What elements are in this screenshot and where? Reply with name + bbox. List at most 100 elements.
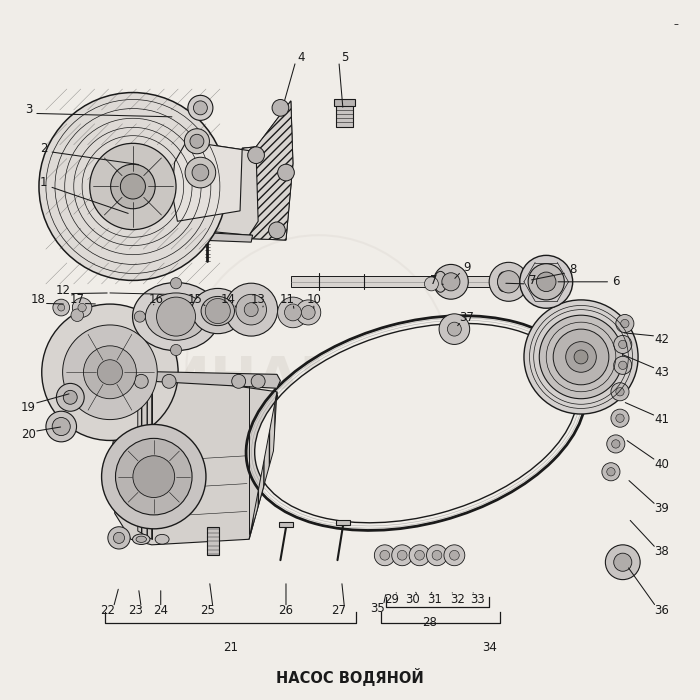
Circle shape bbox=[42, 304, 178, 440]
Polygon shape bbox=[172, 141, 242, 221]
Polygon shape bbox=[291, 276, 552, 288]
Text: 21: 21 bbox=[223, 641, 238, 654]
Circle shape bbox=[185, 158, 216, 188]
Circle shape bbox=[374, 545, 395, 566]
Polygon shape bbox=[63, 385, 77, 398]
Polygon shape bbox=[70, 385, 84, 398]
Text: 14: 14 bbox=[220, 293, 236, 307]
Text: 22: 22 bbox=[100, 604, 116, 617]
Text: 39: 39 bbox=[654, 502, 669, 515]
Circle shape bbox=[171, 344, 181, 356]
Circle shape bbox=[193, 101, 207, 115]
Circle shape bbox=[602, 463, 620, 481]
Text: 37: 37 bbox=[459, 312, 475, 325]
Circle shape bbox=[113, 532, 125, 543]
Text: 2: 2 bbox=[40, 141, 48, 155]
Ellipse shape bbox=[192, 288, 244, 334]
Circle shape bbox=[539, 315, 623, 399]
Text: 30: 30 bbox=[405, 593, 420, 606]
Circle shape bbox=[72, 298, 92, 317]
Circle shape bbox=[607, 468, 615, 476]
Circle shape bbox=[108, 526, 130, 549]
Text: 6: 6 bbox=[612, 275, 620, 288]
Circle shape bbox=[83, 346, 136, 399]
Circle shape bbox=[574, 350, 588, 364]
Circle shape bbox=[409, 545, 430, 566]
Text: НАСОС ВОДЯНОЙ: НАСОС ВОДЯНОЙ bbox=[276, 668, 424, 686]
Circle shape bbox=[251, 374, 265, 388]
Circle shape bbox=[192, 164, 209, 181]
Circle shape bbox=[190, 134, 204, 148]
Circle shape bbox=[52, 417, 70, 435]
Circle shape bbox=[616, 388, 624, 396]
Polygon shape bbox=[174, 141, 258, 235]
Polygon shape bbox=[57, 385, 70, 398]
Text: 40: 40 bbox=[654, 458, 669, 470]
Polygon shape bbox=[206, 527, 219, 555]
Circle shape bbox=[553, 329, 609, 385]
Circle shape bbox=[442, 273, 460, 291]
Circle shape bbox=[536, 272, 556, 292]
Circle shape bbox=[302, 305, 315, 319]
Polygon shape bbox=[279, 522, 293, 527]
Text: 8: 8 bbox=[569, 262, 576, 276]
Circle shape bbox=[78, 303, 86, 312]
Circle shape bbox=[102, 424, 206, 528]
Circle shape bbox=[269, 222, 286, 239]
Text: 33: 33 bbox=[470, 593, 485, 606]
Circle shape bbox=[621, 319, 629, 328]
Circle shape bbox=[206, 311, 218, 322]
Text: 13: 13 bbox=[251, 293, 265, 307]
Text: ДИНАМИКА 76: ДИНАМИКА 76 bbox=[114, 354, 586, 408]
Circle shape bbox=[614, 335, 632, 354]
Circle shape bbox=[63, 391, 77, 405]
Text: 36: 36 bbox=[654, 603, 669, 617]
Circle shape bbox=[134, 374, 148, 388]
Text: 12: 12 bbox=[56, 284, 71, 297]
Ellipse shape bbox=[201, 296, 234, 326]
Text: 27: 27 bbox=[331, 604, 346, 617]
Text: 26: 26 bbox=[279, 604, 293, 617]
Circle shape bbox=[295, 300, 321, 325]
Circle shape bbox=[611, 383, 629, 401]
Circle shape bbox=[53, 299, 69, 316]
Circle shape bbox=[278, 164, 294, 181]
Text: 10: 10 bbox=[307, 293, 321, 307]
Text: 16: 16 bbox=[149, 293, 164, 307]
Circle shape bbox=[236, 294, 267, 325]
Text: 20: 20 bbox=[21, 428, 36, 442]
Text: 18: 18 bbox=[31, 293, 46, 307]
Ellipse shape bbox=[498, 272, 508, 292]
Text: 35: 35 bbox=[370, 602, 385, 615]
Circle shape bbox=[39, 92, 227, 281]
Circle shape bbox=[619, 340, 627, 349]
Circle shape bbox=[90, 144, 176, 230]
Circle shape bbox=[184, 129, 209, 154]
Ellipse shape bbox=[136, 536, 146, 542]
Polygon shape bbox=[242, 101, 293, 240]
Circle shape bbox=[71, 309, 83, 321]
Circle shape bbox=[120, 174, 146, 199]
Circle shape bbox=[46, 411, 76, 442]
Circle shape bbox=[498, 271, 520, 293]
Polygon shape bbox=[336, 104, 353, 127]
Circle shape bbox=[528, 264, 564, 300]
Circle shape bbox=[524, 300, 638, 414]
Circle shape bbox=[447, 322, 461, 336]
Circle shape bbox=[244, 302, 258, 316]
Circle shape bbox=[248, 147, 265, 164]
Circle shape bbox=[607, 435, 625, 453]
Circle shape bbox=[205, 298, 230, 323]
Text: 28: 28 bbox=[423, 616, 438, 629]
Polygon shape bbox=[57, 398, 70, 410]
Circle shape bbox=[426, 545, 447, 566]
Circle shape bbox=[97, 360, 122, 385]
Text: 7: 7 bbox=[430, 274, 438, 287]
Circle shape bbox=[162, 374, 176, 388]
Circle shape bbox=[616, 314, 634, 332]
Circle shape bbox=[171, 278, 181, 289]
Circle shape bbox=[278, 297, 308, 328]
Text: 4: 4 bbox=[298, 51, 305, 64]
Circle shape bbox=[616, 414, 624, 422]
Ellipse shape bbox=[255, 323, 578, 523]
